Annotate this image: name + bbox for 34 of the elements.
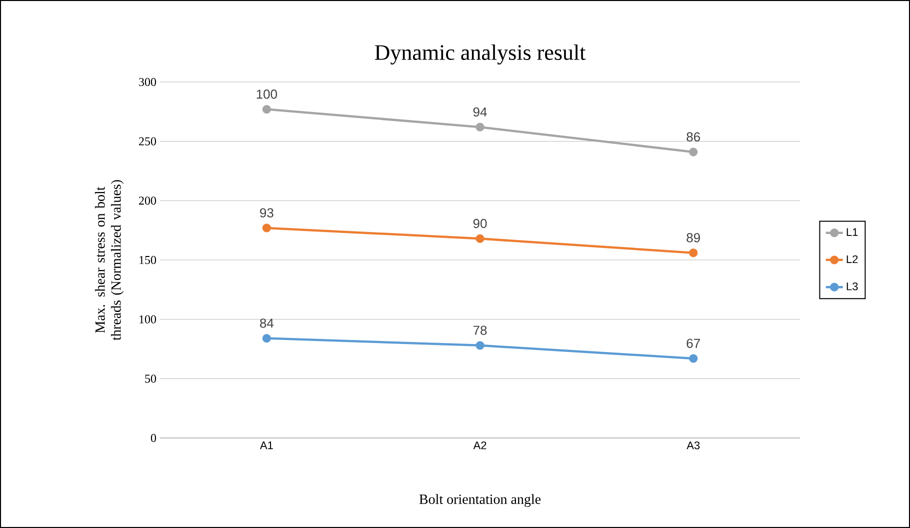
annotation: 93 (260, 208, 274, 218)
y-tick-label: 250 (139, 137, 156, 146)
point (262, 334, 271, 343)
annotation: 89 (686, 233, 700, 242)
chart-title: Dynamic analysis result (374, 44, 586, 64)
legend-label: L3 (846, 282, 858, 290)
y-tick-label: 0 (150, 434, 156, 442)
point (689, 248, 698, 258)
annotation: 100 (256, 90, 278, 99)
point (262, 104, 271, 114)
point (689, 354, 698, 363)
annotation: 94 (473, 107, 487, 117)
annotation: 86 (686, 132, 700, 142)
y-tick-label: 100 (140, 315, 156, 324)
x-tick-label: A3 (686, 442, 700, 450)
y-tick-label: 300 (139, 78, 156, 86)
point (476, 341, 484, 350)
point (476, 122, 484, 132)
annotation: 78 (473, 326, 487, 335)
point (476, 234, 484, 243)
x-tick-label: A1 (260, 442, 273, 450)
legend-label: L2 (846, 255, 858, 264)
y-tick-label: 50 (145, 374, 156, 383)
y-axis-title: Max. shear stress on bolt threads (Normalized values) (94, 180, 124, 340)
y-tick-label: 200 (139, 196, 156, 205)
y-tick-label: 150 (140, 256, 156, 264)
x-axis-title: Bolt orientation angle (419, 494, 541, 507)
annotation: 67 (686, 338, 700, 348)
annotation: 90 (473, 218, 487, 228)
annotation: 84 (260, 318, 274, 328)
x-tick-label: A2 (473, 442, 486, 450)
point (262, 224, 271, 232)
legend-label: L1 (846, 228, 858, 236)
point (689, 148, 698, 156)
